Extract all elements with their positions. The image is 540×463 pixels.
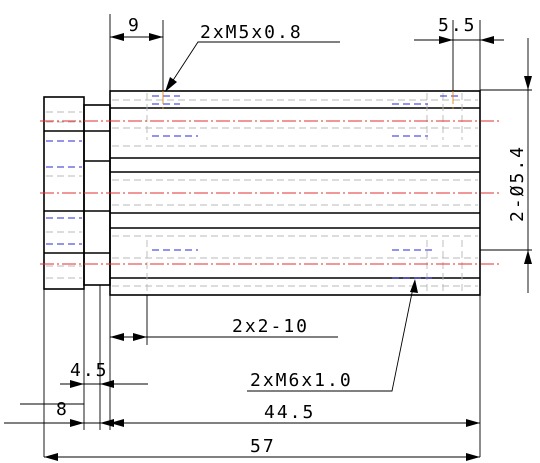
dim-top-offset: 9 <box>128 15 141 36</box>
dimension-labels: 9 2xM5x0.8 5.5 2-Ø5.4 2x2-10 2xM6x1.0 4.… <box>56 15 528 457</box>
dim-slot: 2x2-10 <box>232 316 309 337</box>
dim-overall-length: 57 <box>250 436 276 457</box>
dim-holes: 2-Ø5.4 <box>507 145 528 222</box>
dim-body-length: 44.5 <box>264 402 315 423</box>
dim-flange-width: 8 <box>56 399 69 420</box>
centerlines <box>40 90 500 265</box>
dim-flange-thickness: 4.5 <box>70 360 109 381</box>
dim-thread-bottom: 2xM6x1.0 <box>250 370 353 391</box>
extension-lines <box>43 14 532 457</box>
dim-thread-top: 2xM5x0.8 <box>200 22 303 43</box>
dimension-lines <box>4 33 532 461</box>
spacer <box>83 104 111 286</box>
main-body <box>109 90 481 296</box>
leaders <box>165 41 418 392</box>
dim-right-offset: 5.5 <box>438 15 477 36</box>
